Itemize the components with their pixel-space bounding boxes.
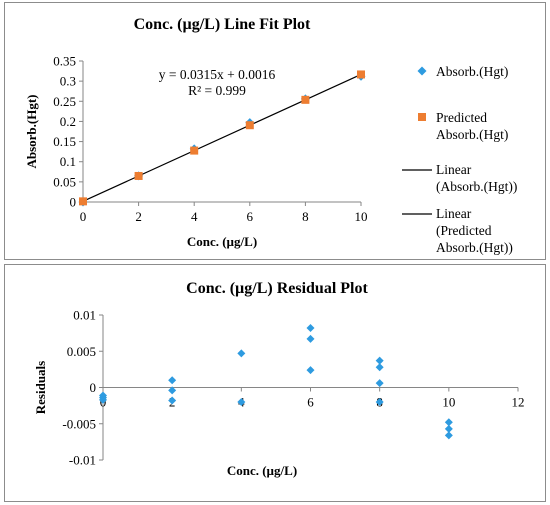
residual-point	[237, 349, 246, 358]
trendline-linear	[82, 73, 362, 202]
x-tick-label: 12	[512, 395, 525, 410]
x-tick-label: 8	[302, 209, 309, 224]
data-point-predicted	[79, 197, 87, 206]
residual-point	[237, 398, 246, 406]
residual-point	[168, 396, 177, 405]
residual-point	[168, 386, 177, 395]
legend-label-absorb: Absorb.(Hgt)	[436, 64, 508, 79]
x-axis-title: Conc. (µg/L)	[227, 463, 297, 478]
y-tick-label: 0.2	[60, 114, 76, 129]
residual-point	[306, 324, 315, 333]
y-tick-label: 0.25	[53, 94, 76, 109]
x-axis-title: Conc. (µg/L)	[187, 234, 257, 249]
residual-point	[444, 418, 453, 427]
x-tick-label: 2	[135, 209, 142, 224]
y-axis-title: Residuals	[33, 361, 48, 414]
trendline-r-squared: R² = 0.999	[188, 83, 246, 98]
residual-point	[444, 431, 453, 440]
residual-point	[375, 398, 384, 406]
chart-title: Conc. (µg/L) Residual Plot	[186, 280, 368, 297]
y-tick-label: 0.35	[53, 54, 76, 69]
y-tick-label: 0	[70, 195, 77, 210]
data-point-predicted	[245, 121, 254, 130]
line-fit-chart: Conc. (µg/L) Line Fit Plot 0 0.05 0.1 0.15 0.…	[24, 16, 517, 255]
legend-marker-absorb	[417, 66, 427, 76]
y-tick-label: 0.005	[67, 344, 96, 359]
y-tick-label: 0	[90, 380, 97, 395]
legend-label-linear-predicted: Linear (Predicted Absorb.(Hgt))	[436, 206, 513, 255]
x-tick-label: 10	[355, 209, 368, 224]
trendline-equation: y = 0.0315x + 0.0016	[159, 67, 276, 82]
data-point-predicted	[134, 171, 143, 180]
y-tick-label: 0.1	[60, 154, 76, 169]
residual-point	[168, 376, 177, 385]
y-tick-label: -0.005	[62, 416, 96, 431]
residual-point	[444, 424, 453, 433]
x-tick-label: 6	[307, 395, 314, 410]
legend-marker-predicted	[418, 113, 426, 121]
x-tick-label: 6	[247, 209, 254, 224]
data-point-predicted	[301, 95, 310, 104]
residual-chart-panel: Conc. (µg/L) Residual Plot -0.01 -0.005 0 0.…	[4, 264, 546, 502]
chart-title: Conc. (µg/L) Line Fit Plot	[134, 16, 311, 33]
residual-point	[306, 334, 315, 343]
residual-point	[375, 363, 384, 372]
x-tick-label: 10	[442, 395, 455, 410]
legend-label-linear-absorb: Linear (Absorb.(Hgt))	[436, 162, 517, 194]
legend-label-predicted: Predicted Absorb.(Hgt)	[436, 110, 508, 142]
y-tick-label: 0.15	[53, 134, 76, 149]
residual-point	[306, 366, 315, 375]
residual-point	[375, 379, 384, 388]
x-tick-label: 0	[80, 209, 87, 224]
y-tick-label: 0.01	[73, 308, 96, 323]
residual-chart: Conc. (µg/L) Residual Plot -0.01 -0.005 0 0.…	[33, 280, 525, 478]
line-fit-chart-panel: Conc. (µg/L) Line Fit Plot 0 0.05 0.1 0.15 0.…	[4, 2, 546, 260]
y-tick-label: 0.05	[53, 174, 76, 189]
x-tick-label: 4	[191, 209, 198, 224]
residual-point	[375, 356, 384, 365]
data-point-predicted	[190, 146, 199, 155]
residual-point	[99, 395, 107, 404]
y-axis-title: Absorb.(Hgt)	[24, 94, 39, 168]
y-tick-label: 0.3	[60, 74, 76, 89]
y-tick-label: -0.01	[69, 453, 96, 468]
data-point-predicted	[357, 70, 365, 79]
